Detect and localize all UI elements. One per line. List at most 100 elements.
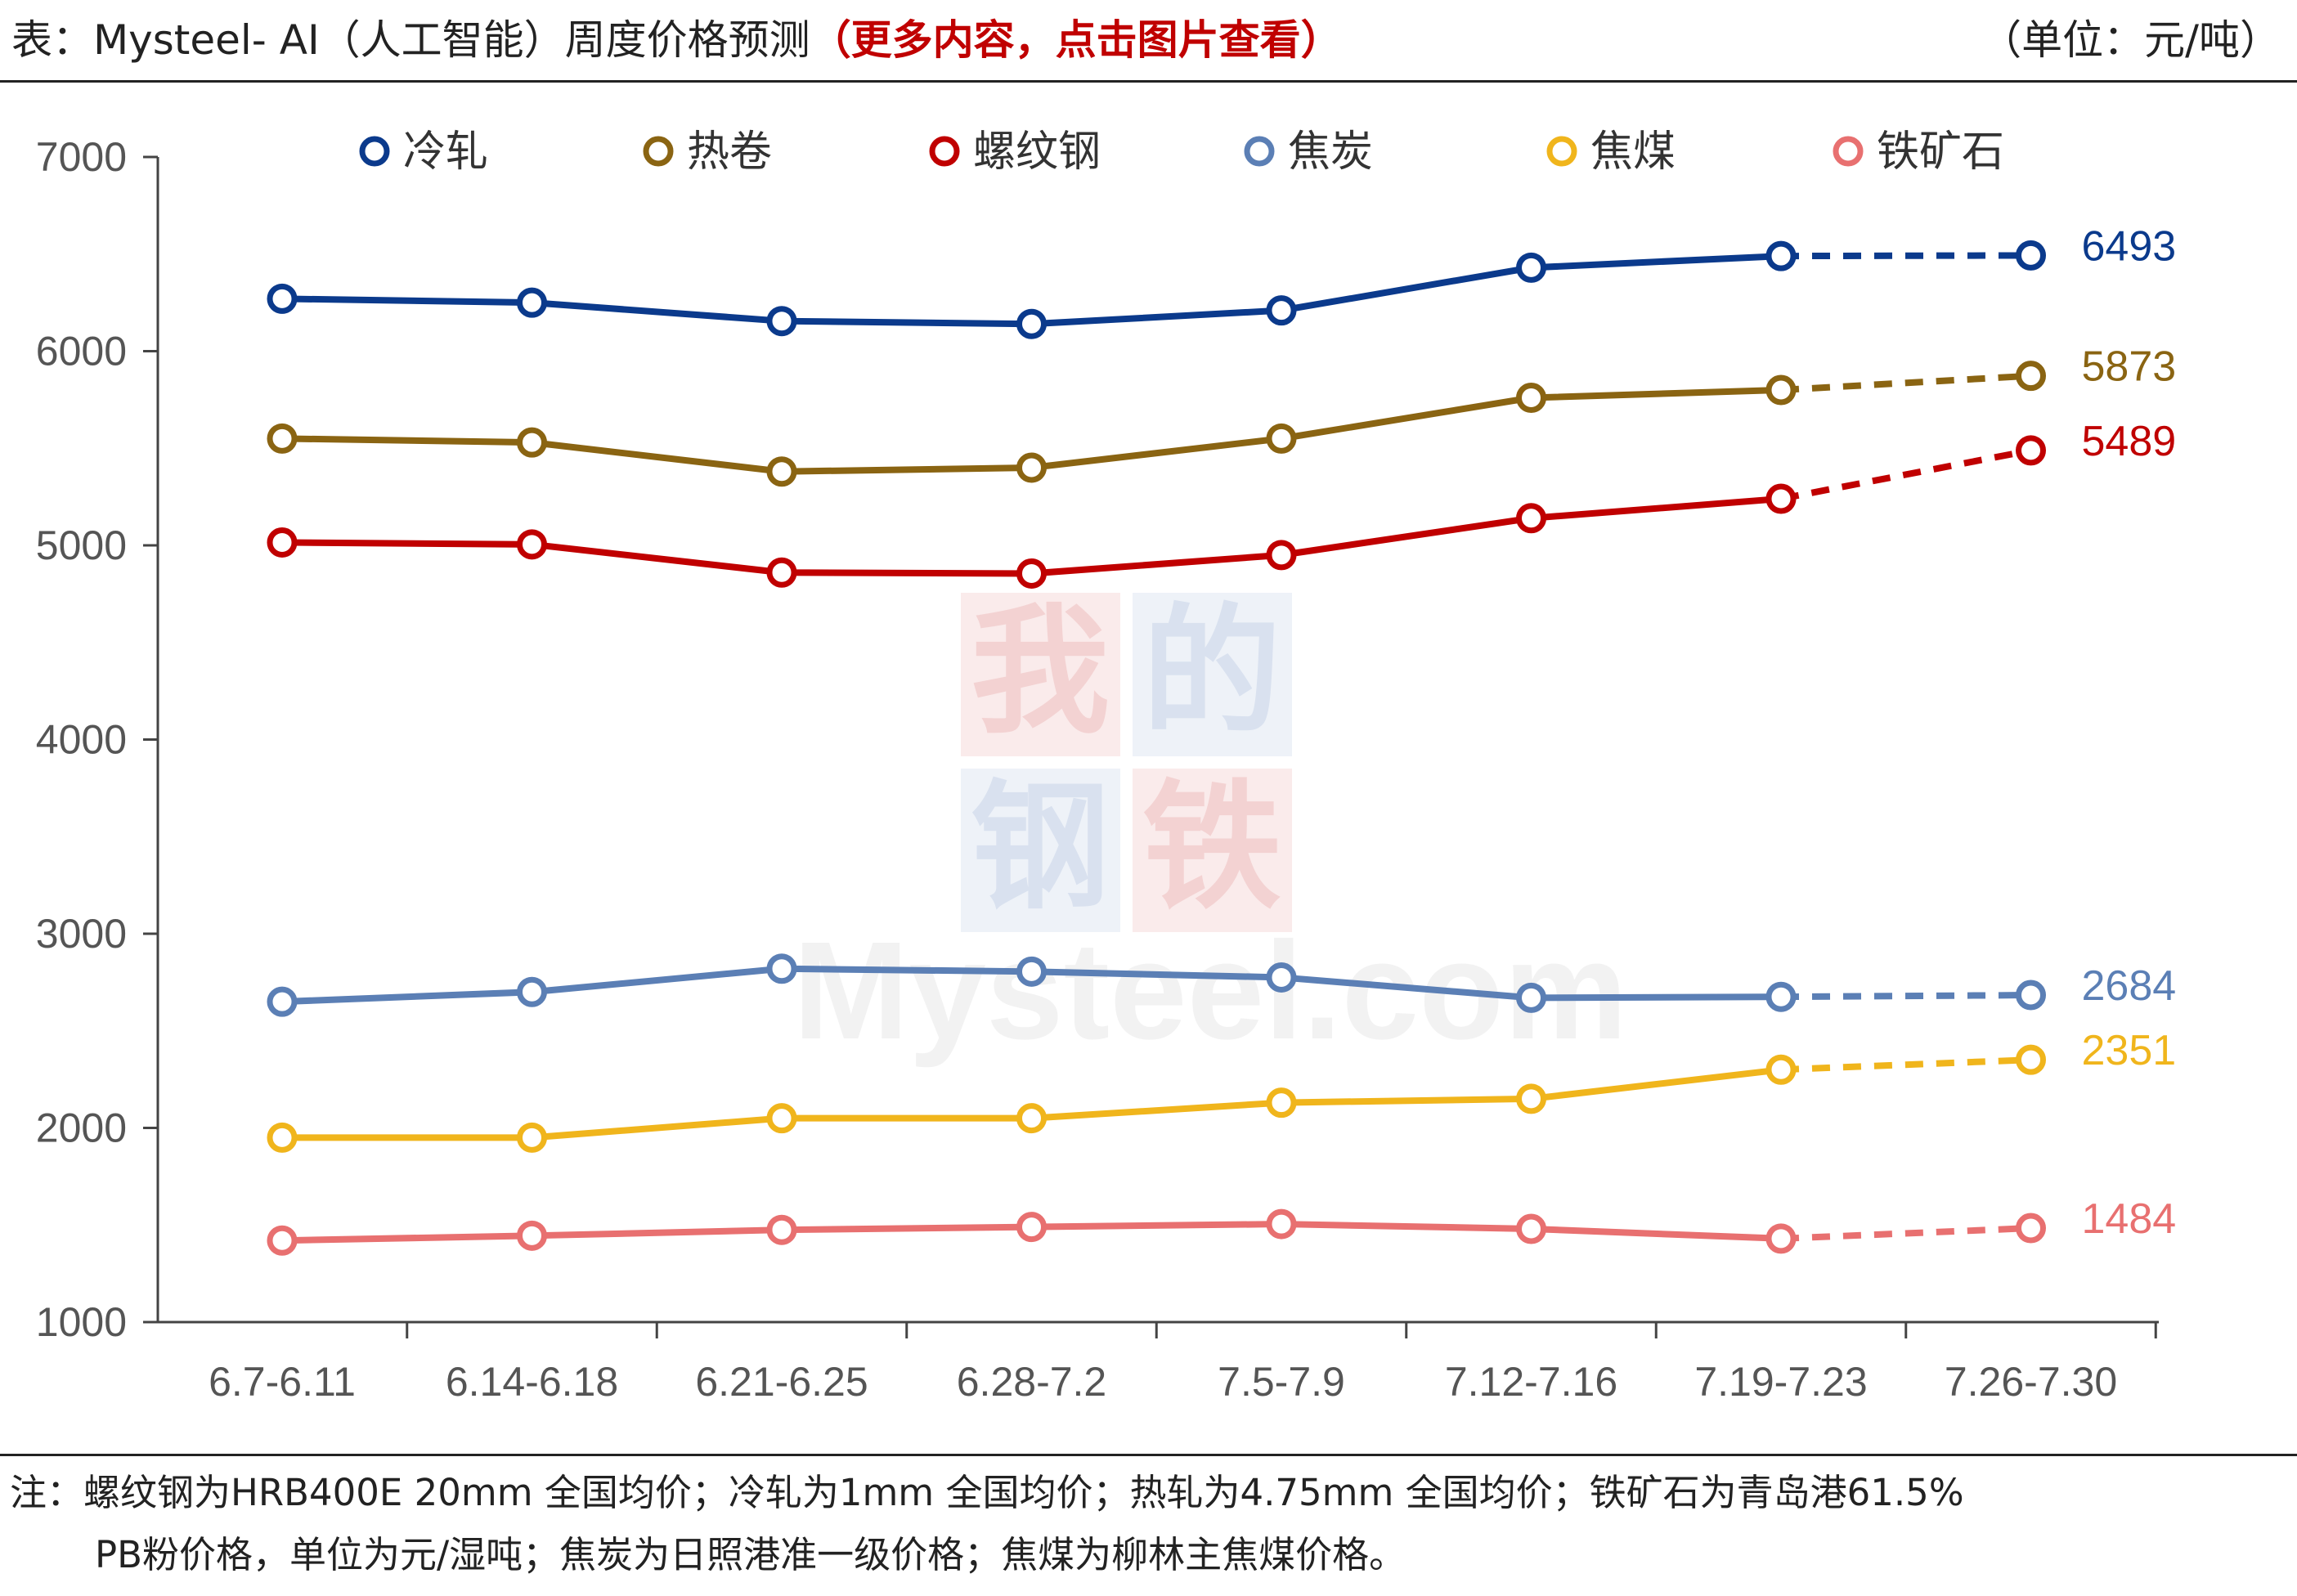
data-point: [2016, 980, 2046, 1011]
series-group: 6493 5873 5489 2684 2351 1484: [267, 222, 2177, 1256]
data-point: [267, 986, 298, 1017]
data-label: 5873: [2082, 343, 2177, 391]
watermark-char-1: 我: [971, 591, 1110, 753]
data-point: [267, 423, 298, 454]
data-point: [1016, 308, 1047, 339]
data-point: [766, 306, 797, 337]
data-point: [2016, 1044, 2046, 1075]
data-point: [1516, 1213, 1546, 1244]
data-point: [1266, 295, 1297, 326]
data-point: [517, 287, 547, 318]
data-point: [1765, 1223, 1797, 1254]
data-point: [766, 953, 797, 984]
x-tick-label: 6.21-6.25: [695, 1359, 868, 1405]
data-point: [1266, 1208, 1297, 1240]
watermark-tile-1: [961, 593, 1120, 756]
chart-title-main: 表：Mysteel- AI（人工智能）周度价格预测: [11, 16, 810, 64]
data-point: [267, 1225, 298, 1256]
chart-title-highlight[interactable]: （更多内容，点击图片查看）: [810, 16, 1342, 64]
data-point: [1516, 383, 1546, 413]
data-point: [766, 557, 797, 588]
legend-marker: [1244, 136, 1275, 167]
x-tick-label: 7.19-7.23: [1694, 1359, 1867, 1405]
forecast-line: [1780, 372, 2031, 393]
data-point: [1516, 503, 1546, 534]
data-label: 6493: [2082, 222, 2177, 270]
axes: 1000 2000 3000 4000 5000 6000 7000 6.7-6.11 6.14…: [36, 134, 2159, 1405]
y-tick-label: 6000: [36, 329, 127, 374]
data-point: [1016, 452, 1047, 483]
watermark: 我 的 钢 铁 Mysteel.com: [793, 591, 1627, 1069]
legend-marker: [1546, 136, 1577, 167]
data-point: [267, 527, 298, 558]
forecast-line: [1780, 1056, 2031, 1074]
x-tick-label: 7.12-7.16: [1445, 1359, 1617, 1405]
footnote: 注：螺纹钢为HRB400E 20mm 全国均价；冷轧为1mm 全国均价；热轧为4…: [10, 1462, 2291, 1586]
x-tick-label: 6.7-6.11: [209, 1359, 356, 1405]
data-point: [766, 1214, 797, 1245]
header-divider: [0, 80, 2297, 83]
x-tick-label: 6.14-6.18: [446, 1359, 618, 1405]
data-point: [517, 976, 547, 1007]
legend-label: 焦煤: [1590, 128, 1676, 177]
data-point: [267, 283, 298, 314]
data-point: [517, 427, 547, 458]
data-point: [1516, 1083, 1546, 1114]
data-point: [1516, 252, 1546, 283]
data-point: [517, 1220, 547, 1251]
y-tick-label: 3000: [36, 911, 127, 957]
data-point: [267, 1122, 298, 1153]
data-point: [1765, 981, 1797, 1012]
data-point: [1266, 962, 1297, 993]
series-铁矿石: 1484: [267, 1195, 2176, 1256]
legend-marker: [359, 136, 390, 167]
unit-label: （单位：元/吨）: [1981, 16, 2281, 64]
y-tick-label: 2000: [36, 1105, 127, 1151]
data-point: [1765, 374, 1797, 406]
footer-divider: [0, 1454, 2297, 1456]
data-point: [2016, 1213, 2046, 1244]
data-point: [766, 1103, 797, 1134]
data-point: [1765, 1054, 1797, 1085]
watermark-tile-3: [961, 769, 1120, 932]
data-point: [1516, 982, 1546, 1013]
forecast-line: [1780, 252, 2031, 260]
watermark-tile-4: [1133, 769, 1292, 932]
footnote-line-1: 注：螺纹钢为HRB400E 20mm 全国均价；冷轧为1mm 全国均价；热轧为4…: [10, 1471, 1964, 1514]
series-冷轧: 6493: [267, 222, 2177, 339]
watermark-char-3: 钢: [971, 767, 1110, 929]
data-point: [2016, 361, 2046, 392]
legend-label: 焦炭: [1288, 128, 1373, 177]
forecast-line: [1780, 1225, 2031, 1242]
forecast-line: [1780, 992, 2031, 1001]
legend-marker: [643, 136, 674, 167]
data-point: [1765, 240, 1797, 271]
data-label: 5489: [2082, 418, 2177, 465]
y-tick-label: 5000: [36, 522, 127, 568]
watermark-char-2: 的: [1142, 591, 1281, 753]
forecast-line: [1780, 446, 2032, 502]
series-焦煤: 2351: [267, 1027, 2176, 1153]
legend-label: 铁矿石: [1877, 128, 2004, 177]
watermark-char-4: 铁: [1142, 767, 1281, 929]
x-tick-label: 6.28-7.2: [957, 1359, 1106, 1405]
data-point: [517, 529, 547, 560]
data-point: [1266, 1087, 1297, 1119]
legend-label: 热卷: [687, 128, 772, 177]
data-point: [1266, 423, 1297, 454]
legend-label: 螺纹钢: [973, 128, 1101, 177]
legend-marker: [1833, 136, 1864, 167]
data-point: [1765, 483, 1797, 514]
data-point: [1266, 540, 1297, 571]
watermark-tile-2: [1133, 593, 1292, 756]
x-tick-label: 7.26-7.30: [1945, 1359, 2117, 1405]
data-point: [1016, 1212, 1047, 1243]
series-焦炭: 2684: [267, 953, 2177, 1017]
data-label: 2684: [2082, 962, 2177, 1010]
legend: 冷轧 热卷 螺纹钢 焦炭 焦煤 铁矿石: [359, 128, 2004, 177]
data-point: [1016, 558, 1047, 589]
legend-marker: [929, 136, 960, 167]
y-tick-label: 1000: [36, 1299, 127, 1345]
data-point: [1016, 1103, 1047, 1134]
